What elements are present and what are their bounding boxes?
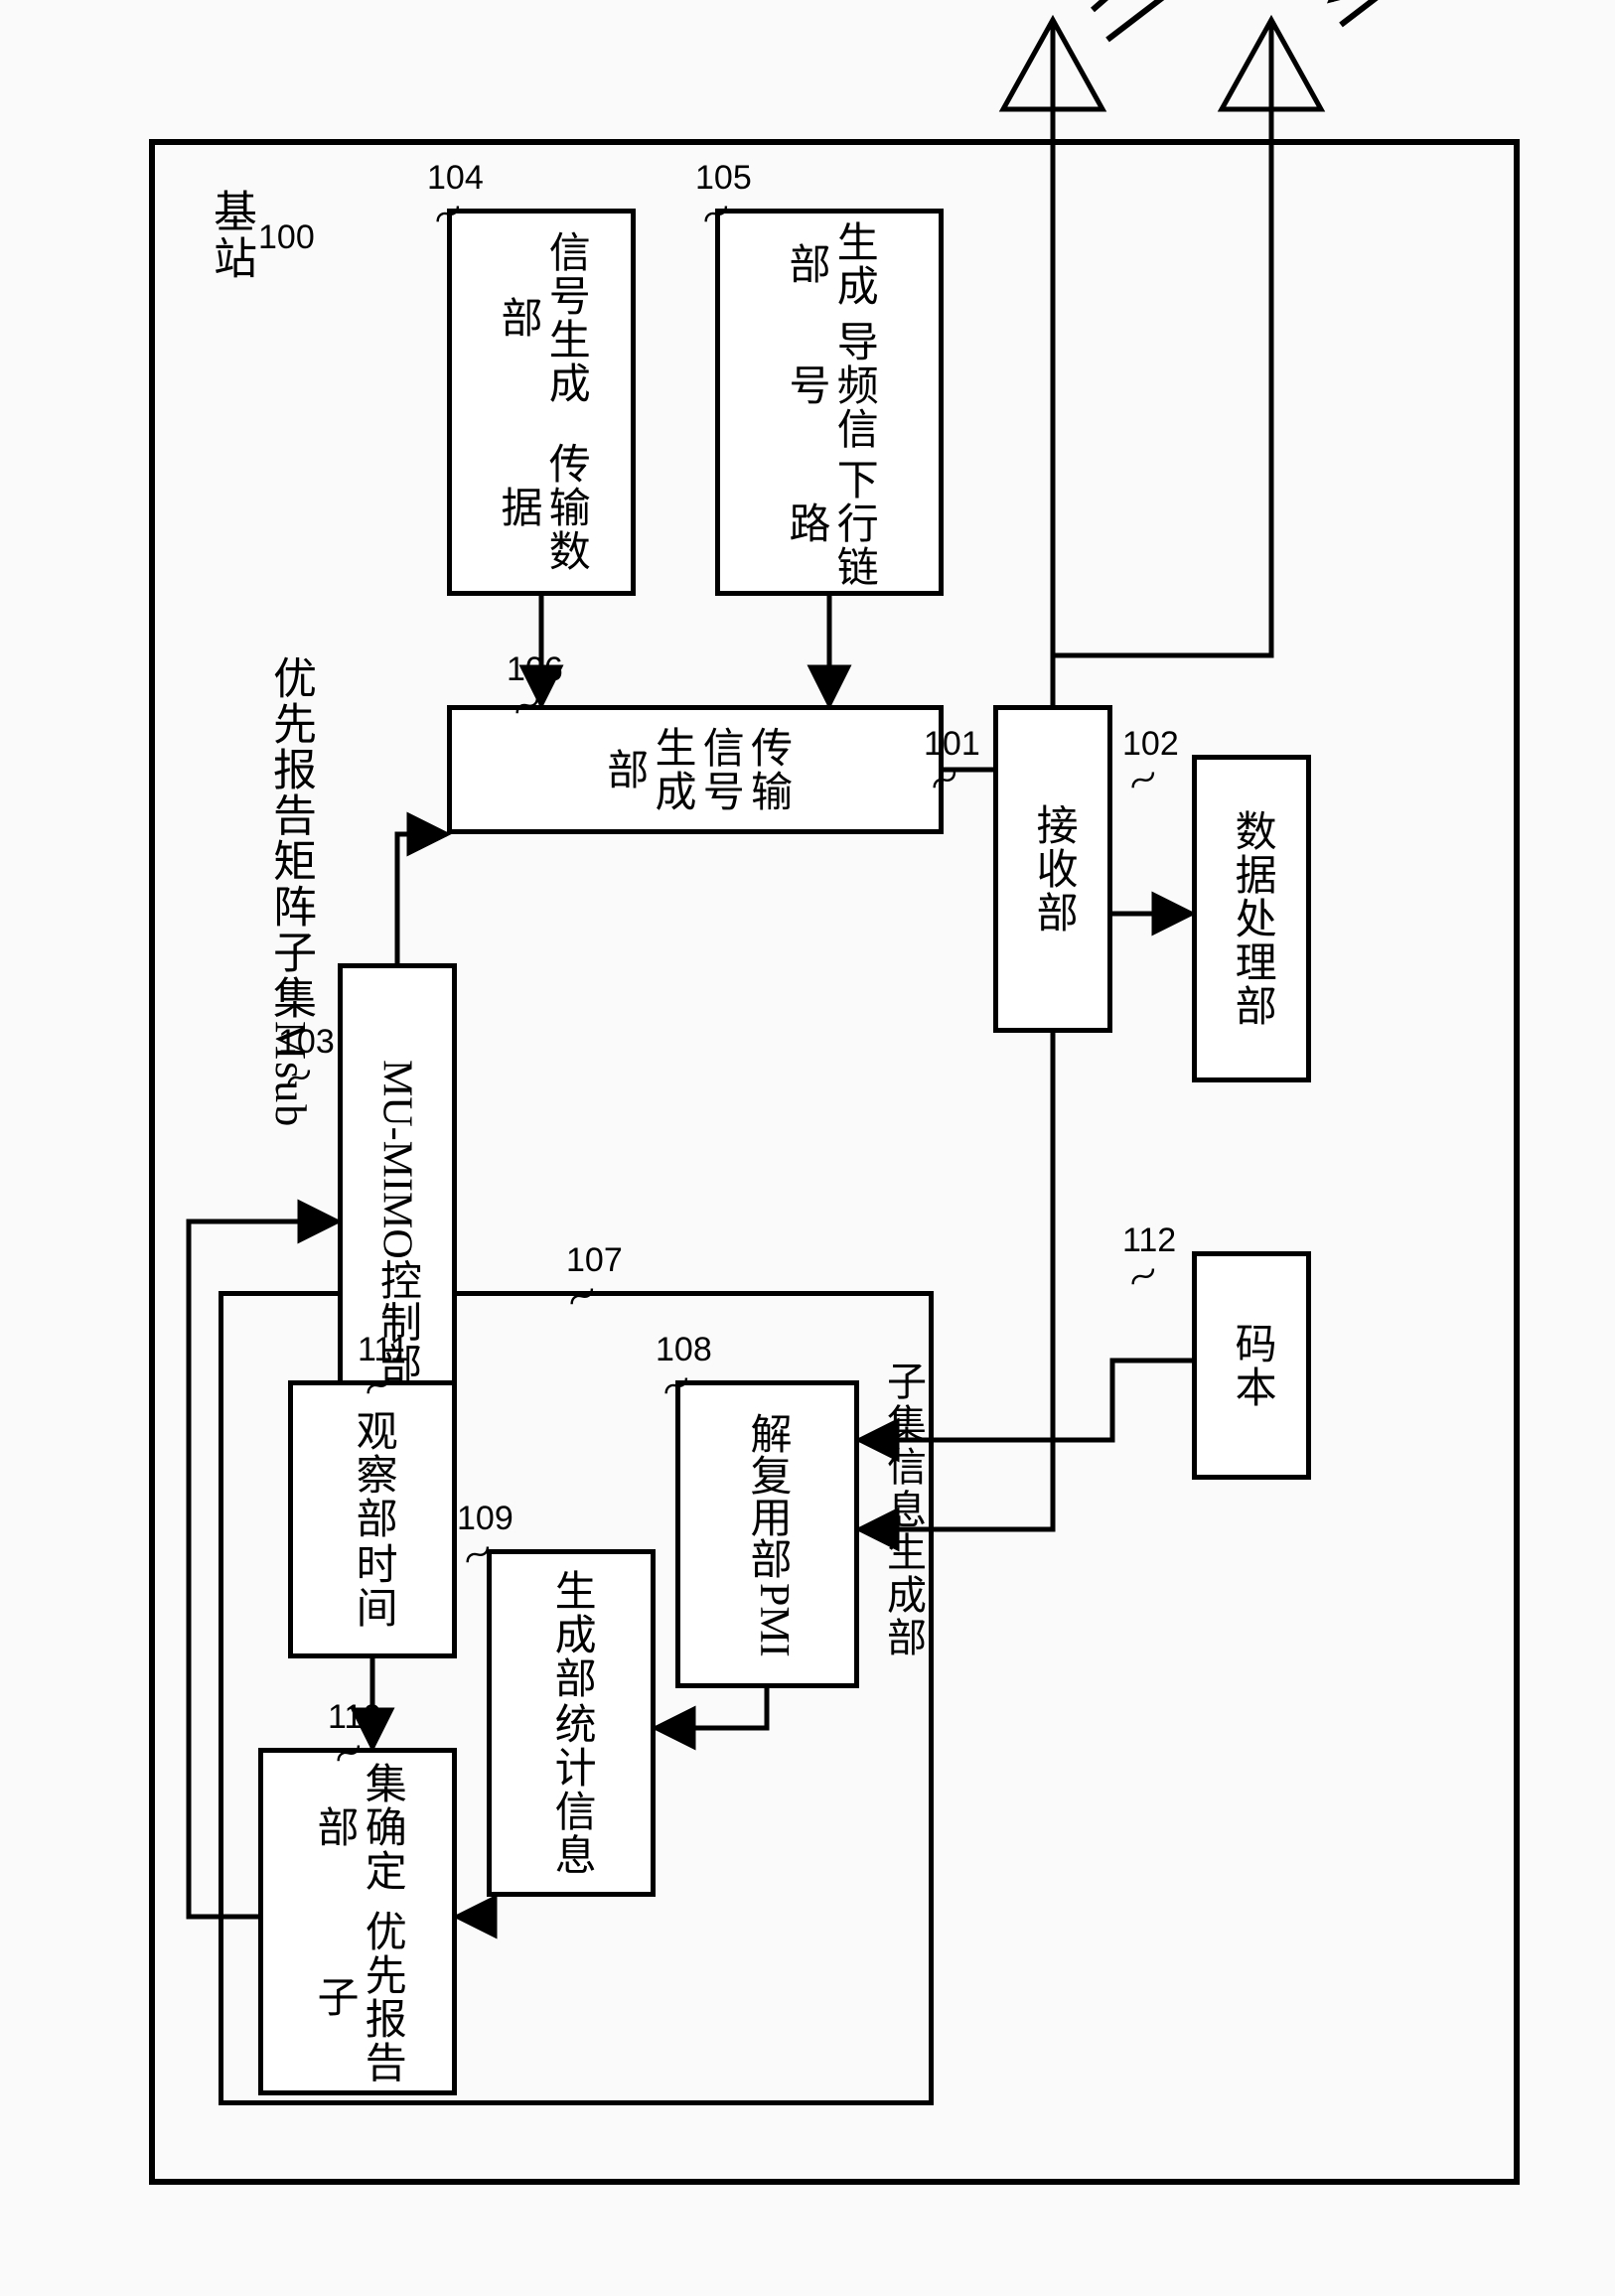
ref-109: 109 <box>457 1500 514 1538</box>
block-105: 下行链路导频信号生成部 <box>715 209 944 596</box>
block-label-106: 传输信号生成部 <box>599 710 791 829</box>
outer-ref: 100 <box>258 218 315 257</box>
block-label-104: 传输数据信号生成部 <box>494 214 590 591</box>
block-label-112: 码本 <box>1228 1322 1275 1409</box>
block-label-101: 接收部 <box>1029 803 1077 934</box>
block-110: 优先报告子集确定部 <box>258 1748 457 2095</box>
block-label-111: 时间观察部 <box>349 1409 396 1630</box>
ref-102: 102 <box>1122 725 1179 764</box>
outer-title: 基站 <box>199 189 262 282</box>
block-label-105: 下行链路导频信号生成部 <box>782 214 878 591</box>
ref-108: 108 <box>656 1331 712 1369</box>
block-label-109: 统计信息生成部 <box>547 1569 595 1877</box>
block-108: PMI解复用部 <box>675 1380 859 1688</box>
block-112: 码本 <box>1192 1251 1311 1480</box>
block-104: 传输数据信号生成部 <box>447 209 636 596</box>
ref-105: 105 <box>695 159 752 198</box>
block-label-102: 数据处理部 <box>1228 809 1275 1028</box>
block-label-110: 优先报告子集确定部 <box>310 1753 406 2090</box>
ref-112: 112 <box>1122 1221 1176 1260</box>
block-102: 数据处理部 <box>1192 755 1311 1082</box>
ref-106: 106 <box>507 650 563 689</box>
block-label-108: PMI解复用部 <box>737 1412 798 1657</box>
block-109: 统计信息生成部 <box>487 1549 656 1897</box>
ref-101: 101 <box>924 725 980 764</box>
block-111: 时间观察部 <box>288 1380 457 1658</box>
block-101: 接收部 <box>993 705 1112 1033</box>
inner-title: 子集信息生成部 <box>874 1361 932 1659</box>
ref-103: 103 <box>278 1023 335 1062</box>
ref-110: 110 <box>328 1698 381 1737</box>
ref-104: 104 <box>427 159 484 198</box>
